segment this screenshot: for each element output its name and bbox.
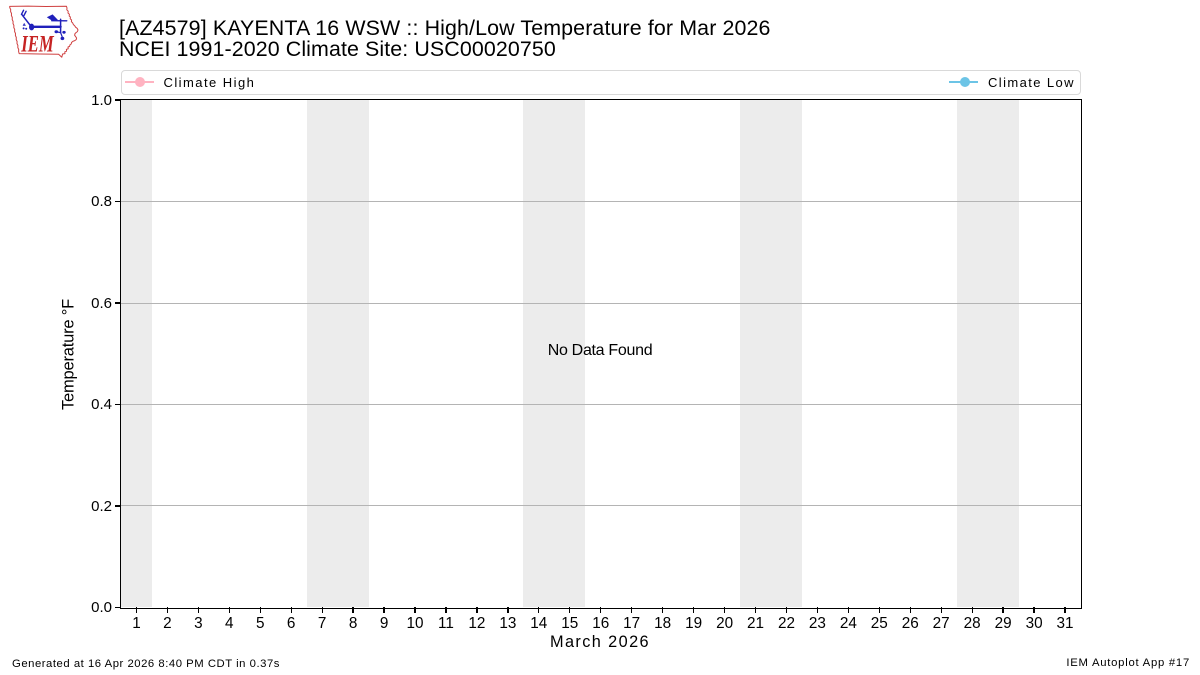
svg-text:IEM: IEM <box>20 32 54 57</box>
